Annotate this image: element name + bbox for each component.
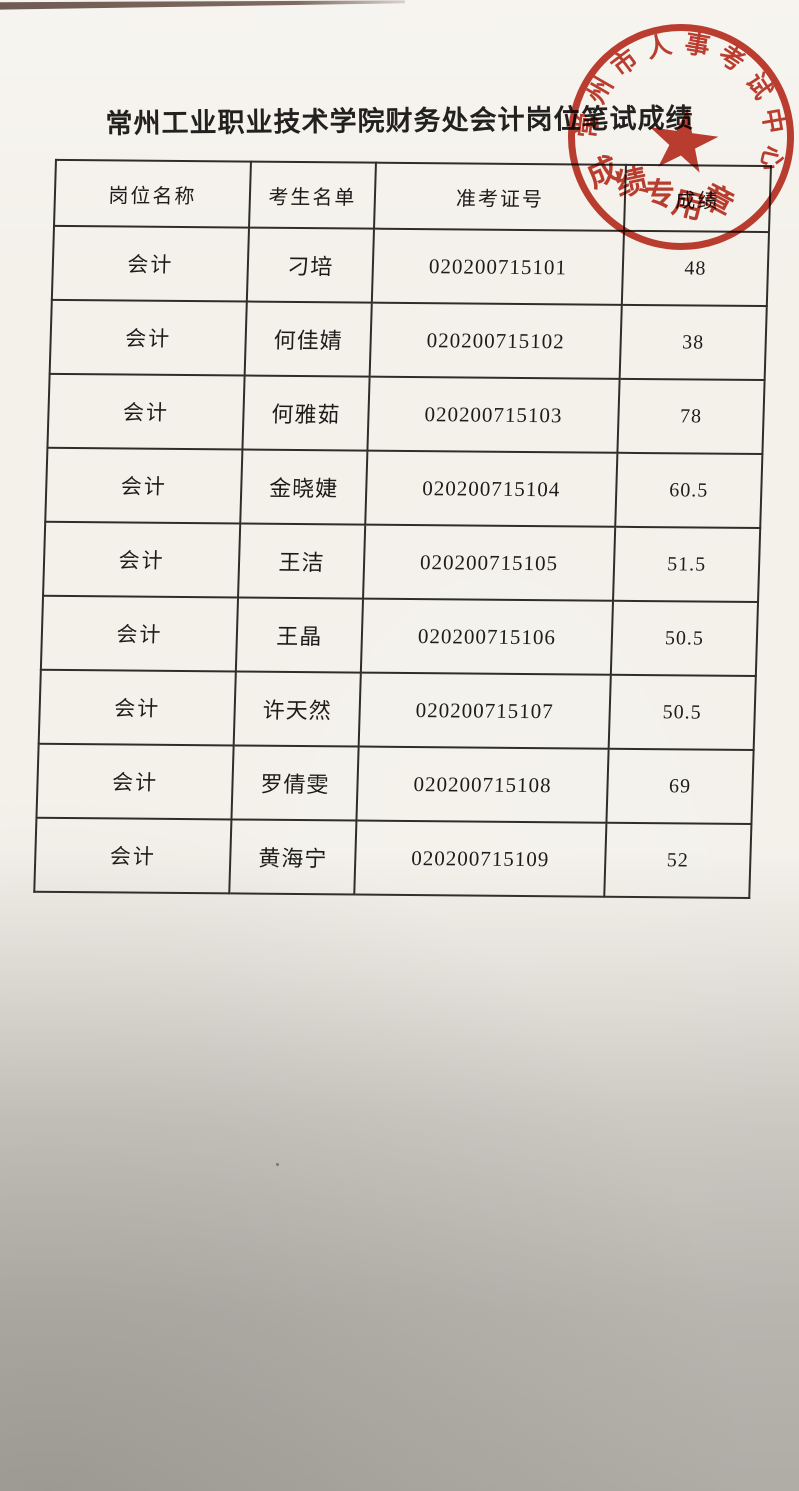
cell-position: 会计 xyxy=(40,595,239,672)
cell-ticket-number: 020200715102 xyxy=(369,302,622,379)
score-table: 岗位名称 考生名单 准考证号 成绩 会计 刁培 020200715101 48 会计 何佳… xyxy=(33,159,772,899)
cell-score: 69 xyxy=(606,748,754,824)
header-cell-position: 岗位名称 xyxy=(54,159,251,228)
cell-ticket-number: 020200715107 xyxy=(358,672,611,749)
cell-position: 会计 xyxy=(43,521,241,598)
stamp-bottom-char: 绩 xyxy=(612,162,651,203)
cell-score: 60.5 xyxy=(615,452,763,529)
cell-ticket-number: 020200715105 xyxy=(363,524,616,601)
table-row: 会计 王洁 020200715105 51.5 xyxy=(43,521,761,603)
cell-position: 会计 xyxy=(34,817,232,894)
cell-position: 会计 xyxy=(45,447,243,524)
desk-edge xyxy=(0,0,405,10)
header-cell-name: 考生名单 xyxy=(249,161,376,229)
cell-score: 78 xyxy=(617,378,765,455)
cell-ticket-number: 020200715103 xyxy=(367,376,620,453)
stamp-arc-char: 事 xyxy=(682,30,712,62)
table-row: 会计 何佳婧 020200715102 38 xyxy=(49,299,767,381)
stamp-bottom-char: 专 xyxy=(643,177,675,213)
table-row: 会计 何雅茹 020200715103 78 xyxy=(47,373,765,455)
score-table-body: 会计 刁培 020200715101 48 会计 何佳婧 020200715102 38 会计何… xyxy=(34,225,769,898)
cell-position: 会计 xyxy=(47,373,245,450)
cell-candidate-name: 许天然 xyxy=(233,671,361,747)
table-row: 会计 王晶 020200715106 50.5 xyxy=(40,595,759,677)
table-row: 会计 黄海宁 020200715109 52 xyxy=(34,817,752,898)
cell-candidate-name: 黄海宁 xyxy=(229,819,357,895)
cell-candidate-name: 王晶 xyxy=(235,597,364,673)
cell-score: 52 xyxy=(604,822,752,898)
cell-candidate-name: 何雅茹 xyxy=(242,375,370,451)
cell-ticket-number: 020200715106 xyxy=(360,598,614,675)
cell-candidate-name: 王洁 xyxy=(238,523,366,599)
cell-score: 50.5 xyxy=(608,674,756,750)
cell-score: 38 xyxy=(619,304,767,381)
cell-score: 51.5 xyxy=(613,526,761,603)
stamp-arc-char: 常 xyxy=(573,111,604,140)
table-row: 会计 金晓婕 020200715104 60.5 xyxy=(45,447,763,529)
cell-candidate-name: 何佳婧 xyxy=(244,301,372,377)
cell-ticket-number: 020200715109 xyxy=(354,820,607,897)
table-row: 会计 罗倩雯 020200715108 69 xyxy=(36,743,754,824)
cell-candidate-name: 金晓婕 xyxy=(240,449,368,525)
table-row: 会计 许天然 020200715107 50.5 xyxy=(38,669,756,750)
cell-ticket-number: 020200715108 xyxy=(356,746,609,823)
cell-score: 50.5 xyxy=(610,600,759,677)
cell-candidate-name: 罗倩雯 xyxy=(231,745,359,821)
cell-position: 会计 xyxy=(51,225,250,302)
dust-speck xyxy=(276,1163,279,1166)
stamp-arc-char: 中 xyxy=(756,106,788,136)
cell-position: 会计 xyxy=(49,299,247,376)
cell-position: 会计 xyxy=(36,743,234,820)
cell-candidate-name: 刁培 xyxy=(246,227,375,303)
official-stamp: 常州市人事考试中心 成绩专用章 xyxy=(564,20,798,254)
cell-position: 会计 xyxy=(38,669,236,746)
cell-ticket-number: 020200715104 xyxy=(365,450,618,527)
